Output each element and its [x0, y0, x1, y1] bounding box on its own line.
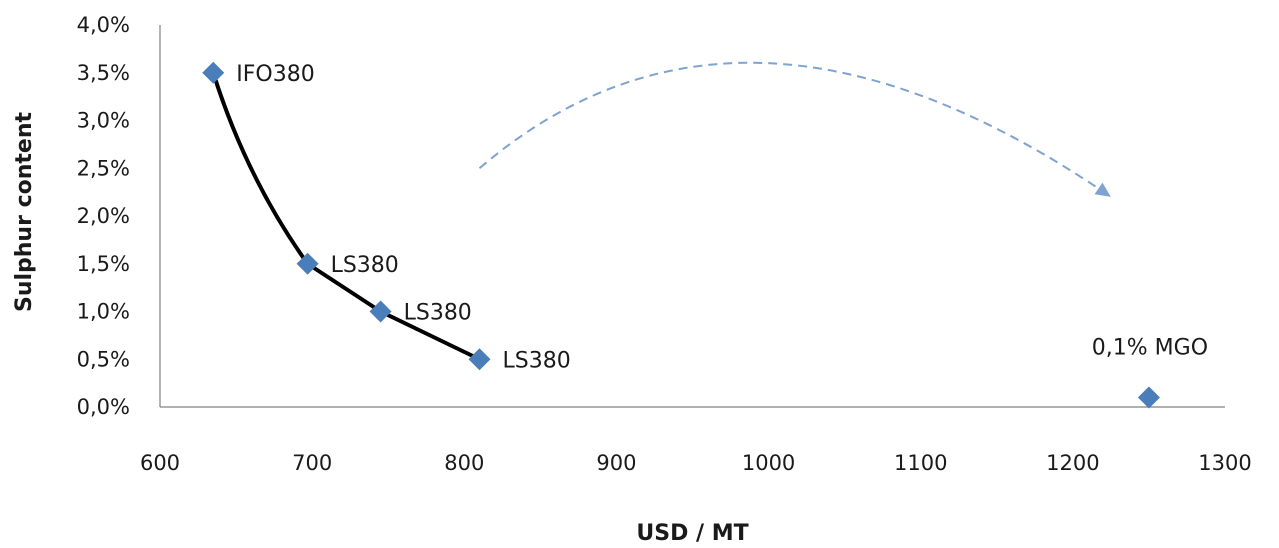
- point-label: LS380: [404, 301, 472, 326]
- data-point: [369, 300, 392, 323]
- data-points: [202, 61, 1160, 409]
- y-tick-label: 4,0%: [77, 13, 130, 37]
- point-label: 0,1% MGO: [1092, 335, 1208, 360]
- point-label: LS380: [331, 253, 399, 278]
- y-tick-label: 1,5%: [77, 252, 130, 276]
- y-tick-label: 2,0%: [77, 204, 130, 228]
- arrow-path: [478, 61, 1112, 198]
- x-tick-label: 700: [292, 451, 332, 475]
- data-point: [1137, 386, 1160, 409]
- x-tick-label: 800: [444, 451, 484, 475]
- x-tick-label: 1200: [1046, 451, 1099, 475]
- y-tick-label: 0,5%: [77, 347, 130, 371]
- trend-arrow: [478, 61, 1112, 198]
- x-tick-label: 1300: [1198, 451, 1251, 475]
- y-tick-label: 3,0%: [77, 109, 130, 133]
- x-tick-labels: 600 700 800 900 1000 1100 1200 1300: [140, 451, 1252, 475]
- y-tick-labels: 0,0% 0,5% 1,0% 1,5% 2,0% 2,5% 3,0% 3,5% 4,0%: [77, 13, 130, 419]
- y-tick-label: 1,0%: [77, 300, 130, 324]
- x-tick-label: 1100: [894, 451, 947, 475]
- y-axis-title: Sulphur content: [12, 111, 37, 312]
- y-tick-label: 0,0%: [77, 395, 130, 419]
- data-point: [202, 61, 225, 84]
- axes: [159, 25, 1225, 408]
- point-label: LS380: [503, 348, 571, 373]
- x-tick-label: 600: [140, 451, 180, 475]
- arrow-head: [1094, 182, 1111, 197]
- point-label: IFO380: [236, 62, 314, 87]
- x-axis-title: USD / MT: [636, 521, 748, 546]
- x-tick-label: 1000: [742, 451, 795, 475]
- x-tick-label: 900: [596, 451, 636, 475]
- data-point: [468, 348, 491, 371]
- y-tick-label: 3,5%: [77, 61, 130, 85]
- data-point: [296, 252, 319, 275]
- y-tick-label: 2,5%: [77, 156, 130, 180]
